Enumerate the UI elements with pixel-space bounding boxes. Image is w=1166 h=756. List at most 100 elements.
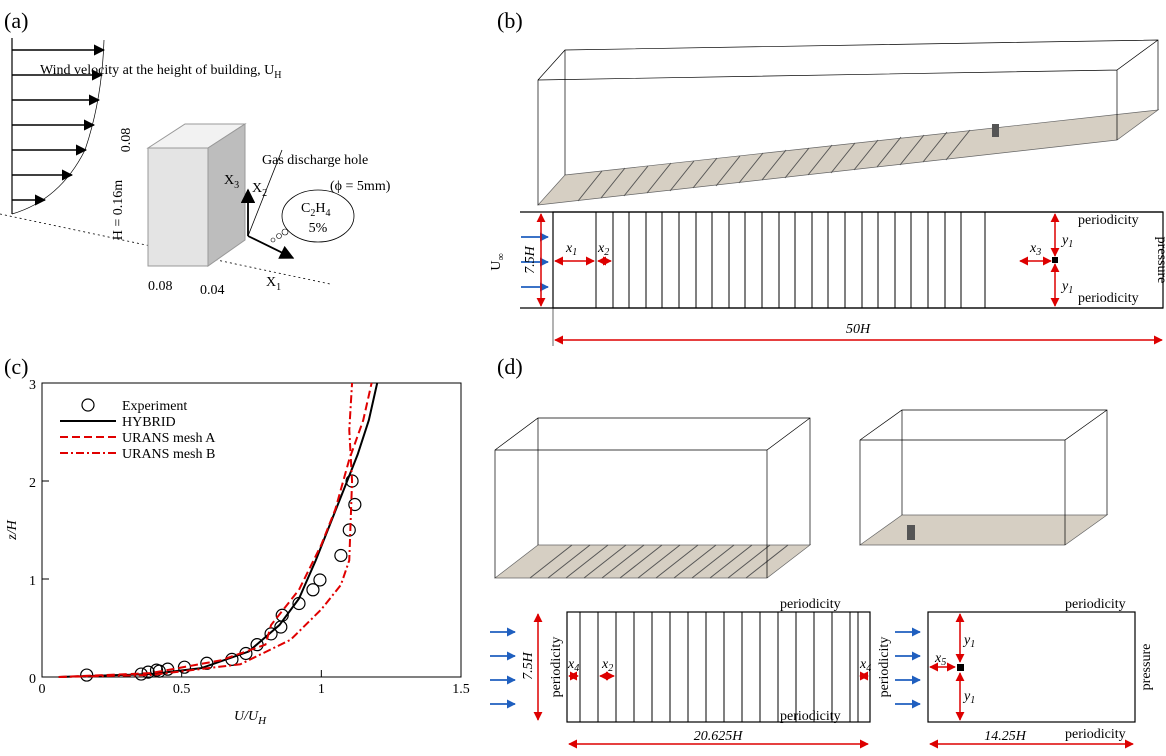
dim-text: x: [565, 241, 573, 256]
data-point: [313, 573, 327, 587]
x-tick-label: 1: [318, 682, 325, 697]
inflow-label: U∞: [489, 253, 507, 270]
dim-label: y1: [1060, 233, 1073, 250]
boundary-label: pressure: [1154, 237, 1166, 284]
data-point: [152, 664, 166, 678]
annotation: Wind velocity at the height of building,…: [40, 63, 282, 81]
y-axis-label: z/H: [5, 519, 20, 540]
dim-label: x4: [567, 657, 579, 674]
dimension: 20.625H: [694, 729, 744, 744]
gas-fraction: 5%: [309, 221, 328, 236]
dim-text: y: [962, 633, 971, 648]
x-tick-label: 0: [39, 682, 46, 697]
axis-label: X1: [266, 275, 281, 293]
boundary-label: periodicity: [780, 597, 841, 612]
dim-label: x1: [565, 241, 577, 258]
annotation-sub: H: [274, 70, 281, 81]
dimension: 7.5H: [521, 651, 536, 680]
boundary-label: periodicity: [780, 709, 841, 724]
gas-sub: 2: [310, 208, 315, 219]
dim-label: y1: [962, 689, 975, 706]
dim-label: x5: [934, 651, 946, 668]
dim-text: x: [597, 241, 605, 256]
domain-outline: [494, 417, 811, 578]
dim-text: y: [1060, 233, 1069, 248]
dimension: 7.5H: [523, 245, 538, 274]
dim-sub: 2: [608, 663, 613, 674]
data-line: [58, 382, 379, 678]
axis-label: X3: [224, 173, 239, 191]
building: [992, 124, 999, 137]
legend-label: URANS mesh B: [122, 447, 215, 462]
dim-label: x2: [597, 241, 609, 258]
dim-label: y1: [1060, 279, 1073, 296]
axis-sub: 1: [276, 282, 281, 293]
x-tick-label: 0.5: [173, 682, 191, 697]
dim-sub: 1: [572, 247, 577, 258]
y-tick-label: 1: [29, 574, 36, 589]
floor: [493, 544, 812, 579]
building-plan: [957, 664, 964, 671]
panel-a: Wind velocity at the height of building,…: [0, 38, 391, 298]
floor: [858, 514, 1109, 546]
panel-label: (b): [497, 8, 523, 33]
plan-view: [927, 611, 1136, 723]
data-line: [58, 382, 354, 678]
data-point: [306, 583, 320, 597]
x-axis-label: U/UH: [234, 709, 267, 727]
dim-sub: 3: [1035, 247, 1041, 258]
annotation: (ϕ = 5mm): [330, 179, 391, 194]
domain-outline: [859, 409, 1108, 545]
building: [907, 525, 915, 540]
dim-label: y1: [962, 633, 975, 650]
domain-outline: [537, 39, 1159, 205]
plan-view: [566, 611, 871, 723]
boundary-label: periodicity: [549, 637, 564, 698]
boundary-label: periodicity: [1078, 291, 1139, 306]
panel-label: (d): [497, 354, 523, 379]
dim-label: x4: [859, 657, 871, 674]
panel-d: 7.5H periodicity periodicity periodicity…: [490, 409, 1154, 749]
data-point: [141, 665, 155, 679]
axis-sub: 3: [234, 180, 239, 191]
x-axis-label-sub: H: [257, 715, 267, 727]
axis-label: X2: [252, 181, 267, 199]
gas-label: C2H4: [301, 201, 330, 219]
y-tick-label: 3: [29, 378, 36, 393]
bubble: [276, 233, 282, 239]
dim-sub: 1: [1068, 239, 1073, 250]
boundary-label: periodicity: [1065, 727, 1126, 742]
dim-label: x2: [601, 657, 613, 674]
plot-frame: [41, 382, 462, 678]
data-line: [58, 382, 373, 678]
floor-stripes: [577, 129, 971, 202]
dim-text: y: [962, 689, 971, 704]
bubble: [270, 237, 276, 243]
axis-x1: [247, 235, 295, 259]
dim-label: x3: [1029, 241, 1041, 258]
dimension: 14.25H: [984, 729, 1027, 744]
dimension: 0.08: [119, 128, 134, 153]
panel-label: (a): [4, 8, 28, 33]
dim-sub: 1: [970, 695, 975, 706]
annotation-text: Wind velocity at the height of building,…: [40, 63, 274, 78]
legend-marker: [81, 398, 95, 412]
legend-label: HYBRID: [122, 415, 176, 430]
gas-sub: 4: [325, 208, 330, 219]
dim-sub: 4: [866, 663, 871, 674]
dimension: 0.08: [148, 279, 173, 294]
dim-sub: 4: [574, 663, 579, 674]
gas-text: H: [315, 201, 325, 216]
dim-text: x: [934, 651, 942, 666]
building-side: [207, 123, 246, 267]
boundary-label: pressure: [1139, 644, 1154, 691]
legend-label: URANS mesh A: [122, 431, 216, 446]
dim-text: x: [601, 657, 609, 672]
y-tick-label: 0: [29, 672, 36, 687]
data-point: [342, 523, 356, 537]
building-front: [147, 147, 209, 267]
axis-sub: 2: [262, 188, 267, 199]
dim-text: x: [859, 657, 867, 672]
inflow-sub: ∞: [496, 253, 507, 260]
